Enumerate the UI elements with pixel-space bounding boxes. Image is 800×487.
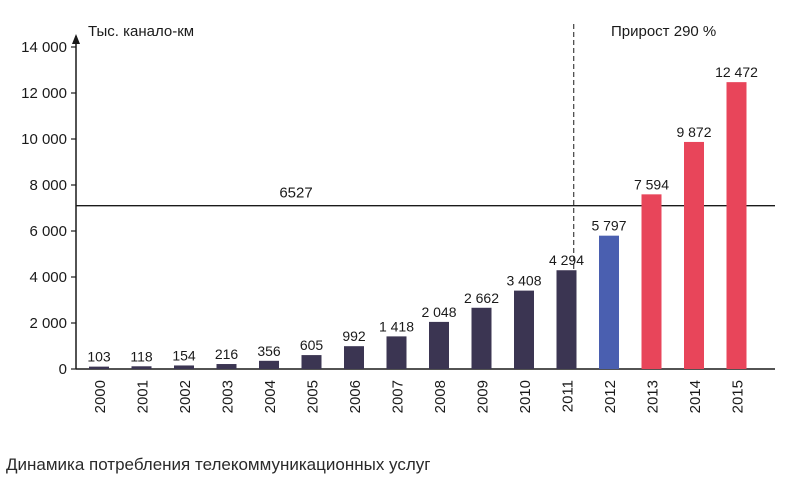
category-label-2011: 2011 [560,380,577,412]
y-tick-label-12000: 12 000 [21,85,67,102]
category-label-2014: 2014 [687,380,704,413]
data-label-2013: 7 594 [634,176,669,192]
data-label-2012: 5 797 [591,218,626,234]
y-tick-label-4000: 4 000 [29,269,67,286]
category-label-2004: 2004 [262,380,279,413]
growth-annotation: Прирост 290 % [611,23,716,40]
bar-2009 [471,307,492,369]
category-label-2007: 2007 [390,380,407,413]
data-label-2014: 9 872 [676,124,711,140]
category-label-2013: 2013 [645,380,662,413]
data-label-2000: 103 [87,349,111,365]
bar-2010 [514,290,534,369]
category-label-2008: 2008 [432,380,449,413]
category-label-2009: 2009 [475,380,492,413]
data-label-2015: 12 472 [715,64,758,80]
bar-2001 [131,366,152,369]
bar-2012 [599,235,619,369]
data-label-2005: 605 [300,337,324,353]
bar-2008 [429,321,449,369]
bars [89,82,747,370]
category-label-2015: 2015 [730,380,747,413]
y-tick-label-8000: 8 000 [29,177,67,194]
data-label-2007: 1 418 [379,318,414,334]
category-label-2002: 2002 [177,380,194,413]
category-label-2005: 2005 [305,380,322,413]
labels: 0 2 000 4 000 6 000 8 000 10 000 12 000 14 000 1… [21,39,758,413]
bar-2005 [301,355,322,369]
bar-2004 [259,360,279,369]
bar-2002 [174,365,194,369]
y-axis-label: Тыс. канало-км [88,23,194,40]
y-tick-label-14000: 14 000 [21,39,67,56]
bar-2000 [89,366,109,369]
data-label-2003: 216 [215,346,239,362]
data-label-2010: 3 408 [506,273,541,289]
category-label-2012: 2012 [602,380,619,413]
category-label-2010: 2010 [517,380,534,413]
chart-caption: Динамика потребления телекоммуникационны… [6,455,431,474]
bar-2011 [556,270,577,369]
y-tick-label-6000: 6 000 [29,223,67,240]
category-label-2006: 2006 [347,380,364,413]
category-label-2003: 2003 [220,380,237,413]
data-label-2008: 2 048 [421,304,456,320]
bar-2006 [344,346,364,369]
data-label-2011: 4 294 [549,252,584,268]
reference-line-label: 6527 [279,185,312,202]
bar-2013 [641,194,662,369]
category-label-2000: 2000 [92,380,109,413]
data-label-2001: 118 [130,348,153,364]
bar-2003 [216,364,237,369]
y-tick-label-0: 0 [59,361,67,378]
y-tick-label-2000: 2 000 [29,315,67,332]
bar-2014 [684,141,704,369]
bar-2007 [386,336,407,369]
category-label-2001: 2001 [135,380,152,413]
data-label-2009: 2 662 [464,290,499,306]
bar-2015 [726,82,747,370]
data-label-2004: 356 [257,343,281,359]
data-label-2006: 992 [342,328,366,344]
y-axis-arrow [72,34,80,44]
data-label-2002: 154 [172,347,196,363]
y-tick-label-10000: 10 000 [21,131,67,148]
